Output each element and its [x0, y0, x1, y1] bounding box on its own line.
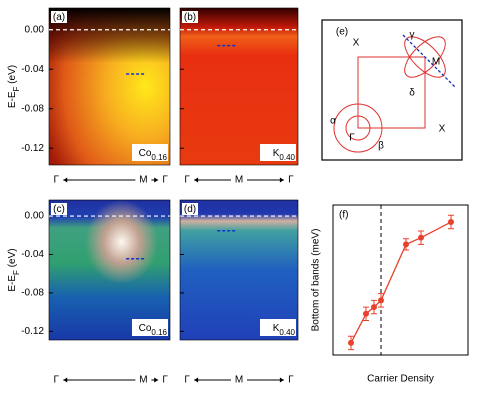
- material-box: [132, 319, 168, 336]
- diagram-label: δ: [409, 88, 415, 99]
- spectrum-image: [179, 7, 299, 166]
- diagram-frame: [321, 19, 463, 161]
- arrow-head: [279, 377, 284, 383]
- y-tick-label: -0.04: [21, 249, 44, 260]
- material-label-part: 0.16: [151, 328, 167, 337]
- y-axis-label-part: F: [12, 86, 21, 91]
- y-tick-label: -0.08: [21, 103, 44, 114]
- diagram-label: M: [432, 57, 440, 68]
- k-path-label: Γ: [184, 375, 190, 386]
- y-axis-label-part: (eV): [7, 65, 18, 87]
- material-label-part: Co: [139, 148, 152, 159]
- k-path-label: M: [235, 375, 243, 386]
- y-tick-label: -0.08: [21, 288, 44, 299]
- x-axis-label: Carrier Density: [367, 374, 434, 385]
- material-label-part: 0.40: [279, 328, 295, 337]
- data-point: [348, 339, 354, 346]
- material-box: [260, 144, 296, 161]
- y-axis-label-part: E-E: [7, 275, 18, 292]
- material-label-part: K: [273, 148, 280, 159]
- y-tick-label: -0.12: [21, 143, 44, 154]
- tag-box: [51, 11, 67, 23]
- material-label: Co0.16: [139, 323, 168, 337]
- k-path-label: M: [235, 175, 243, 186]
- k-path-label: Γ: [162, 375, 168, 386]
- y-axis-label: Bottom of bands (meV): [311, 229, 322, 332]
- k-path-label: Γ: [162, 175, 168, 186]
- material-label: Co0.16: [139, 148, 168, 162]
- cut-line: [402, 34, 456, 88]
- y-tick-label: 0.00: [25, 211, 45, 222]
- y-tick-label: 0.00: [25, 24, 45, 35]
- panel-tag: (a): [53, 12, 65, 23]
- material-box: [260, 319, 296, 336]
- beta-pocket: [333, 103, 383, 153]
- y-tick-label: -0.04: [21, 64, 44, 75]
- y-axis-label: E-EF (eV): [7, 248, 21, 291]
- k-path-label: M: [139, 175, 147, 186]
- panel-tag: (d): [184, 204, 196, 215]
- data-point: [418, 234, 424, 241]
- tag-box: [182, 203, 198, 215]
- panel-tag: (c): [53, 204, 65, 215]
- diagram-label: α: [330, 116, 336, 127]
- arrow-head: [194, 177, 199, 183]
- spectrum-image: [179, 199, 299, 341]
- y-axis-label: E-EF (eV): [7, 65, 21, 108]
- alpha-pocket: [345, 115, 371, 141]
- diagram-label: X: [353, 38, 360, 49]
- arrow-head: [194, 377, 199, 383]
- k-path-label: M: [139, 375, 147, 386]
- spectrum-shade: [49, 8, 170, 165]
- y-axis-label-part: E-E: [7, 91, 18, 108]
- data-point: [403, 241, 409, 248]
- material-label-part: 0.40: [279, 153, 295, 162]
- k-path-label: Γ: [54, 175, 60, 186]
- y-tick-label: -0.12: [21, 326, 44, 337]
- spectrum-band: [49, 200, 170, 340]
- data-point: [371, 304, 377, 311]
- arrow-head: [154, 377, 159, 383]
- k-path-label: Γ: [54, 375, 60, 386]
- tag-box: [51, 203, 67, 215]
- plot-frame: [332, 204, 469, 356]
- arrow-head: [63, 377, 68, 383]
- arrow-head: [279, 177, 284, 183]
- material-label-part: K: [273, 323, 280, 334]
- k-path-label: Γ: [184, 175, 190, 186]
- y-axis-label-part: F: [12, 270, 21, 275]
- panel-tag: (b): [184, 12, 196, 23]
- panel-tag: (f): [339, 210, 348, 221]
- material-label-part: 0.16: [151, 153, 167, 162]
- diagram-label: γ: [410, 30, 415, 41]
- data-line: [350, 221, 452, 344]
- data-point: [448, 219, 454, 226]
- tag-box: [182, 11, 198, 23]
- diagram-label: X: [439, 124, 446, 135]
- material-box: [132, 144, 168, 161]
- diagram-label: β: [378, 141, 384, 152]
- panel-tag: (e): [336, 27, 348, 38]
- arrow-head: [154, 177, 159, 183]
- data-point: [378, 297, 384, 304]
- k-path-label: Γ: [288, 375, 294, 386]
- material-label: K0.40: [273, 148, 296, 162]
- material-label: K0.40: [273, 323, 296, 337]
- y-axis-label-part: (eV): [7, 248, 18, 270]
- material-label-part: Co: [139, 323, 152, 334]
- diagram-label: Γ: [349, 133, 355, 144]
- gamma-pocket: [404, 36, 446, 78]
- data-point: [363, 310, 369, 317]
- arrow-head: [63, 177, 68, 183]
- k-path-label: Γ: [288, 175, 294, 186]
